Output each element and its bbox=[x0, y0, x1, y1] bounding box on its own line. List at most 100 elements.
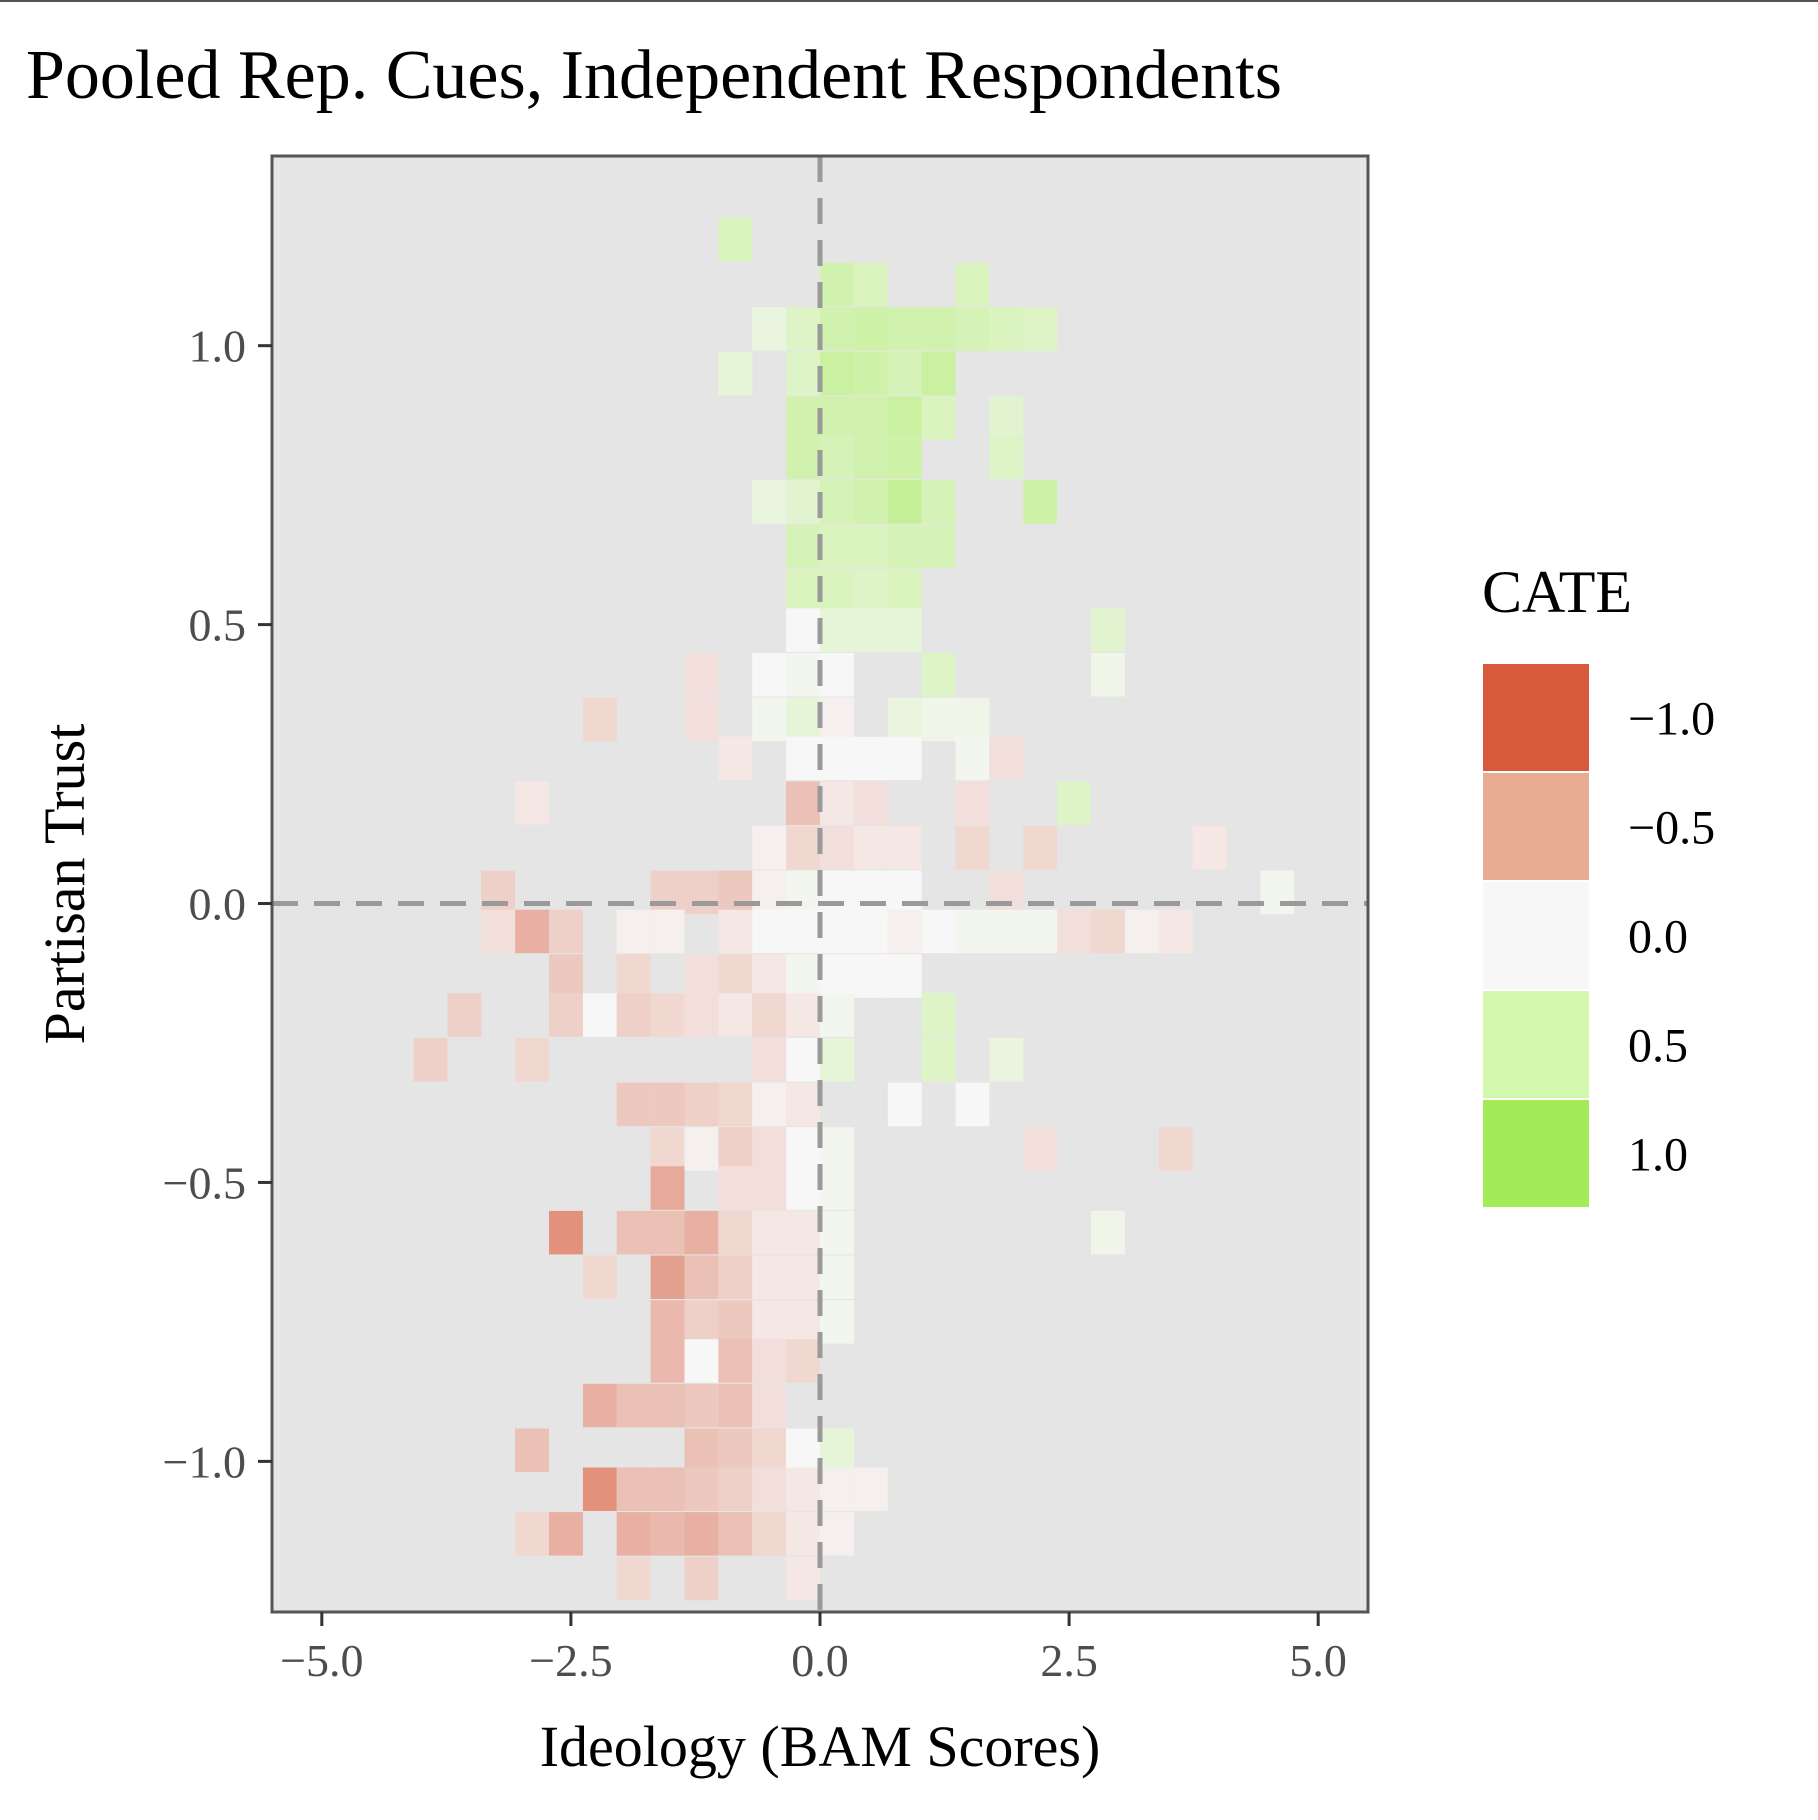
heatmap-cell bbox=[820, 262, 854, 307]
heatmap-cell bbox=[887, 870, 922, 915]
heatmap-cell bbox=[752, 1166, 787, 1210]
heatmap-cell bbox=[1057, 781, 1091, 825]
heatmap-cell bbox=[1023, 1127, 1058, 1171]
heatmap-cell bbox=[786, 1166, 820, 1210]
heatmap-cell bbox=[684, 1127, 719, 1171]
y-tick-label: 0.0 bbox=[189, 879, 247, 930]
heatmap-cell bbox=[684, 1210, 719, 1255]
heatmap-cell bbox=[718, 1467, 753, 1511]
heatmap-cell bbox=[752, 1210, 787, 1255]
heatmap-cell bbox=[989, 909, 1024, 954]
heatmap-cell bbox=[921, 697, 956, 742]
figure-top-border bbox=[0, 0, 1818, 2]
heatmap-cell bbox=[853, 870, 888, 915]
heatmap-cell bbox=[1260, 870, 1295, 915]
x-tick-label: −2.5 bbox=[529, 1635, 612, 1686]
heatmap-cell bbox=[921, 351, 956, 396]
heatmap-cell bbox=[752, 307, 787, 351]
y-axis-title: Partisan Trust bbox=[32, 724, 97, 1045]
heatmap-cell bbox=[786, 781, 820, 825]
heatmap-cell bbox=[582, 1467, 617, 1511]
heatmap-cell bbox=[887, 697, 922, 742]
heatmap-cell bbox=[616, 909, 651, 954]
heatmap-cell bbox=[786, 1556, 820, 1601]
heatmap-cell bbox=[820, 1512, 854, 1556]
heatmap-cell bbox=[989, 736, 1024, 781]
heatmap-cell bbox=[820, 653, 854, 697]
heatmap-cell bbox=[887, 608, 922, 652]
heatmap-cell bbox=[650, 870, 685, 915]
heatmap-cell bbox=[1091, 1210, 1125, 1255]
heatmap-cell bbox=[718, 1082, 753, 1127]
heatmap-cell bbox=[820, 1210, 854, 1255]
heatmap-cell bbox=[887, 524, 922, 569]
heatmap-cell bbox=[820, 608, 854, 652]
heatmap-cell bbox=[853, 909, 888, 954]
heatmap-cell bbox=[650, 1339, 685, 1383]
heatmap-cell bbox=[955, 736, 990, 781]
y-tick-label: 1.0 bbox=[189, 321, 247, 372]
heatmap-cell bbox=[786, 396, 820, 440]
heatmap-cell bbox=[752, 697, 787, 742]
heatmap-cell bbox=[684, 1383, 719, 1428]
heatmap-cell bbox=[752, 1127, 787, 1171]
heatmap-cell bbox=[515, 781, 549, 825]
heatmap-cell bbox=[549, 954, 583, 998]
heatmap-cell bbox=[582, 1255, 617, 1299]
chart-title: Pooled Rep. Cues, Independent Respondent… bbox=[26, 37, 1282, 114]
heatmap-cell bbox=[955, 307, 990, 351]
heatmap-cell bbox=[820, 1127, 854, 1171]
heatmap-cell bbox=[549, 909, 583, 954]
heatmap-cell bbox=[955, 262, 990, 307]
heatmap-cell bbox=[752, 653, 787, 697]
heatmap-cell bbox=[752, 1339, 787, 1383]
heatmap-cell bbox=[616, 954, 651, 998]
heatmap-cell bbox=[887, 569, 922, 613]
heatmap-cell bbox=[481, 909, 516, 954]
heatmap-cell bbox=[752, 1467, 787, 1511]
heatmap-cell bbox=[786, 307, 820, 351]
heatmap-cell bbox=[786, 870, 820, 915]
heatmap-cell bbox=[718, 1127, 753, 1171]
heatmap-cell bbox=[921, 909, 956, 954]
heatmap-cell bbox=[650, 1082, 685, 1127]
x-axis-title: Ideology (BAM Scores) bbox=[540, 1714, 1101, 1779]
heatmap-cell bbox=[921, 653, 956, 697]
heatmap-cell bbox=[718, 1428, 753, 1472]
heatmap-cell bbox=[853, 524, 888, 569]
heatmap-cell bbox=[853, 736, 888, 781]
heatmap-cell bbox=[718, 909, 753, 954]
heatmap-cell bbox=[989, 435, 1024, 479]
heatmap-cell bbox=[853, 781, 888, 825]
legend-label: 0.0 bbox=[1628, 911, 1688, 964]
heatmap-cell bbox=[752, 870, 787, 915]
legend-key bbox=[1481, 1098, 1591, 1209]
heatmap-cell bbox=[515, 1428, 549, 1472]
legend-key bbox=[1481, 662, 1591, 773]
heatmap-cell bbox=[820, 1300, 854, 1344]
heatmap-cell bbox=[955, 1082, 990, 1127]
x-tick-label: −5.0 bbox=[280, 1635, 363, 1686]
heatmap-cell bbox=[853, 826, 888, 870]
heatmap-cell bbox=[549, 993, 583, 1037]
heatmap-cell bbox=[718, 993, 753, 1037]
heatmap-cell bbox=[718, 954, 753, 998]
heatmap-cell bbox=[1158, 1127, 1193, 1171]
heatmap-cell bbox=[853, 1467, 888, 1511]
heatmap-cell bbox=[786, 435, 820, 479]
heatmap-cell bbox=[549, 1210, 583, 1255]
heatmap-cell bbox=[955, 826, 990, 870]
heatmap-cell bbox=[752, 993, 787, 1037]
heatmap-cell bbox=[786, 569, 820, 613]
heatmap-cell bbox=[853, 435, 888, 479]
heatmap-cell bbox=[786, 954, 820, 998]
legend-label: 0.5 bbox=[1628, 1020, 1688, 1073]
x-tick-label: 5.0 bbox=[1289, 1635, 1347, 1686]
heatmap-cell bbox=[887, 1082, 922, 1127]
legend-key bbox=[1481, 771, 1591, 882]
heatmap-cell bbox=[549, 1512, 583, 1556]
heatmap-cell bbox=[887, 909, 922, 954]
heatmap-cell bbox=[786, 697, 820, 742]
heatmap-cell bbox=[684, 954, 719, 998]
